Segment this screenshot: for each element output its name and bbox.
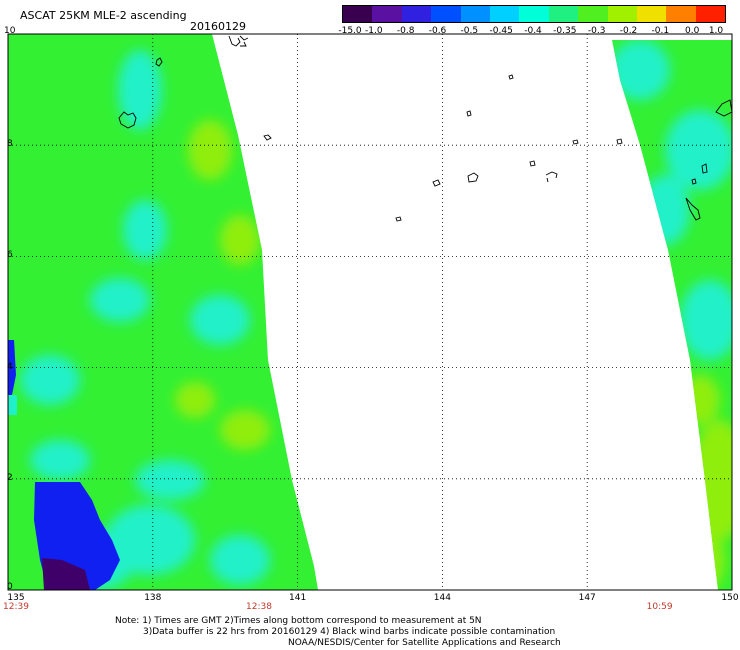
island: [545, 171, 558, 183]
cyan-patch: [210, 535, 270, 585]
coastlines: [118, 35, 733, 222]
island: [508, 74, 514, 80]
island: [228, 35, 249, 47]
time-label: 12:38: [246, 602, 272, 612]
lime-patch: [220, 215, 260, 265]
plot-frame: [7, 33, 733, 591]
cyan-edge: [8, 395, 17, 415]
latitude-tick-label: 0: [7, 582, 13, 592]
cyan-patch: [135, 460, 205, 500]
cyan-patch: [190, 295, 250, 345]
island: [467, 172, 479, 183]
left-swath: [8, 34, 318, 590]
cyan-patch: [665, 110, 732, 190]
time-label: 12:39: [3, 602, 29, 612]
lime-patch: [188, 120, 232, 180]
colorbar-tick-label: -0.35: [553, 26, 577, 36]
latitude-tick-label: 2: [7, 472, 13, 483]
island: [395, 216, 402, 222]
time-label: 10:59: [646, 602, 673, 612]
colorbar-swatch: [636, 6, 667, 22]
cyan-patch: [680, 280, 732, 360]
longitude-tick-label: 138: [144, 593, 162, 603]
cyan-patch: [20, 355, 80, 405]
cyan-patch: [640, 175, 690, 245]
island: [701, 163, 708, 174]
colorbar-tick-label: -0.8: [396, 26, 415, 36]
island: [572, 139, 579, 145]
island: [685, 197, 701, 221]
colorbar-tick-label: -0.45: [489, 26, 513, 36]
lime-patch: [175, 382, 215, 418]
colorbar-tick-label: -1.0: [365, 26, 383, 36]
cyan-patch: [612, 40, 670, 100]
colorbar-swatch: [695, 6, 726, 22]
colorbar-tick-label: -0.2: [619, 26, 638, 36]
cyan-patch: [118, 50, 162, 130]
colorbar-tick-label: 0.0: [684, 26, 700, 36]
map-date: 20160129: [190, 20, 246, 33]
colorbar-tick-label: -0.4: [524, 26, 542, 36]
longitude-tick-label: 135: [7, 593, 25, 603]
colorbar-swatch: [431, 6, 461, 22]
colorbar-tick-label: -0.3: [587, 26, 606, 36]
longitude-tick-label: 141: [289, 593, 307, 603]
lime-patch: [680, 375, 720, 425]
colorbar-tick-label: -0.1: [651, 26, 670, 36]
note-line-3: NOAA/NESDIS/Center for Satellite Applica…: [288, 638, 561, 648]
latitude-tick-label: 6: [7, 250, 13, 261]
colorbar-swatch: [401, 6, 432, 22]
colorbar-swatch: [578, 6, 608, 22]
note-line-1: Note: 1) Times are GMT 2)Times along bot…: [115, 616, 482, 626]
longitude-tick-label: 150: [721, 593, 739, 603]
colorbar-swatch: [460, 6, 490, 22]
purple-anomaly: [42, 558, 90, 590]
colorbar-tick-label: -15.0: [338, 26, 362, 36]
island: [432, 179, 441, 187]
gridlines: [8, 34, 732, 590]
island: [529, 160, 536, 167]
colorbar-swatch: [548, 6, 579, 22]
colorbar-swatch: [519, 6, 549, 22]
cyan-patch: [90, 278, 150, 322]
island: [155, 57, 163, 67]
island: [263, 134, 272, 141]
colorbar-tick-label: -0.5: [460, 26, 479, 36]
cyan-patch: [30, 440, 90, 480]
colorbar-swatch: [607, 6, 637, 22]
longitude-tick-label: 144: [433, 593, 451, 603]
colorbar-swatch: [489, 6, 520, 22]
note-line-2: 3)Data buffer is 22 hrs from 20160129 4)…: [143, 627, 556, 637]
lime-patch: [675, 525, 725, 590]
island: [466, 110, 472, 117]
latitude-tick-label: 8: [7, 139, 13, 150]
latitude-tick-label: 10: [4, 26, 16, 36]
map-title: ASCAT 25KM MLE-2 ascending: [20, 9, 187, 22]
colorbar-tick-label: -0.6: [428, 26, 447, 36]
lime-patch: [220, 410, 270, 450]
cyan-patch: [123, 200, 167, 260]
latitude-tick-label: 4: [7, 361, 13, 372]
island: [616, 138, 623, 145]
island: [691, 178, 697, 185]
longitude-tick-label: 147: [578, 593, 596, 603]
colorbar-swatch: [343, 6, 373, 22]
colorbar-swatch: [372, 6, 402, 22]
colorbar-swatch: [666, 6, 696, 22]
colorbar-tick-label: 1.0: [708, 26, 724, 36]
island: [715, 99, 733, 117]
island: [118, 111, 137, 129]
right-swath: [612, 40, 732, 590]
colorbar: [342, 5, 726, 23]
